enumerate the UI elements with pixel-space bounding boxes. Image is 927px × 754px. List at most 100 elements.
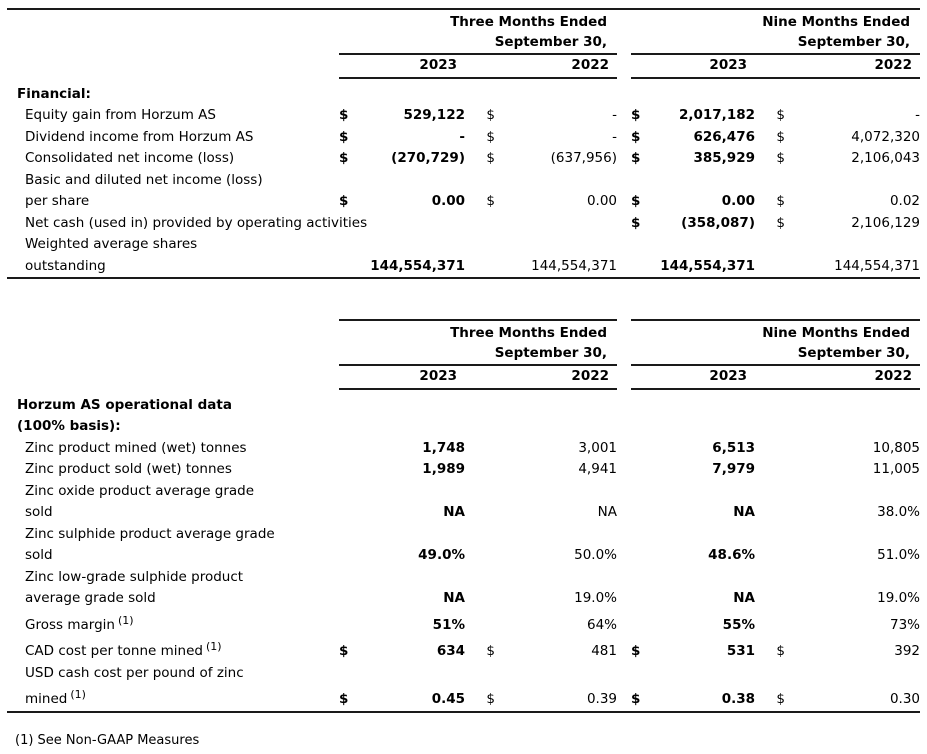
value-cell: 10,805 — [872, 439, 921, 456]
spacer-cell — [7, 365, 339, 389]
row-gross-margin: Gross margin (1) 51% 64% 55% 73% — [7, 610, 920, 637]
value-cell: 0.38 — [647, 662, 755, 713]
currency-symbol: $ — [339, 643, 349, 659]
column-gap — [617, 127, 631, 149]
value-cell: 38.0% — [877, 504, 921, 520]
header-group-row: Three Months Ended September 30, Nine Mo… — [7, 8, 921, 55]
row-eps: Basic and diluted net income (loss) per … — [7, 170, 920, 213]
value-cell: - — [915, 107, 921, 123]
col-year-9mo-2022: 2022 — [755, 54, 921, 79]
currency-symbol: $ — [631, 107, 641, 123]
row-label: Gross margin (1) — [7, 610, 339, 637]
currency-symbol — [339, 567, 355, 610]
column-gap — [617, 234, 631, 279]
value-cell: 0.45 — [355, 662, 465, 713]
col-year-3mo-2022: 2022 — [465, 54, 617, 79]
row-oxide-grade: Zinc oxide product average grade sold NA… — [7, 481, 920, 524]
currency-symbol: $ — [339, 193, 349, 209]
currency-symbol — [631, 459, 647, 481]
value-cell: 0.30 — [785, 662, 921, 713]
currency-symbol — [465, 459, 495, 481]
row-label: Equity gain from Horzum AS — [25, 107, 216, 123]
currency-symbol: $ — [776, 128, 785, 145]
currency-symbol — [631, 481, 647, 524]
row-zinc-sold: Zinc product sold (wet) tonnes 1,989 4,9… — [7, 459, 920, 481]
currency-symbol — [631, 567, 647, 610]
column-gap — [617, 170, 631, 213]
currency-symbol — [339, 438, 355, 460]
currency-symbol — [631, 438, 647, 460]
value-cell: 51.0% — [877, 547, 921, 563]
currency-symbol: $ — [465, 662, 495, 713]
currency-symbol: $ — [631, 128, 641, 145]
col-group-three-months: Three Months Ended September 30, — [339, 8, 617, 55]
header-year-row: 2023 2022 2023 2022 — [7, 54, 921, 79]
row-label: Weighted average shares outstanding — [7, 234, 339, 279]
row-label: USD cash cost per pound of zinc mined (1) — [7, 662, 339, 713]
currency-symbol: $ — [486, 193, 495, 209]
row-label: Zinc product sold (wet) tonnes — [25, 461, 232, 477]
financial-table: Three Months Ended September 30, Nine Mo… — [7, 8, 921, 279]
value-cell: 392 — [894, 643, 921, 659]
column-gap — [617, 105, 631, 127]
currency-symbol: $ — [755, 662, 785, 713]
row-lowgrade-sulphide: Zinc low-grade sulphide product average … — [7, 567, 920, 610]
currency-symbol: $ — [631, 662, 647, 713]
currency-symbol: $ — [339, 107, 349, 123]
col-group-three-months: Three Months Ended September 30, — [339, 319, 617, 366]
value-cell: NA — [733, 504, 755, 520]
currency-symbol: $ — [486, 107, 495, 123]
value-cell: 19.0% — [877, 590, 921, 606]
value-cell: (270,729) — [391, 150, 465, 166]
col-year-3mo-2023: 2023 — [339, 54, 465, 79]
currency-symbol: $ — [631, 150, 641, 166]
row-label: Zinc product mined (wet) tonnes — [25, 439, 247, 456]
currency-symbol: $ — [339, 150, 349, 166]
currency-symbol — [631, 610, 647, 637]
currency-symbol — [339, 234, 355, 279]
section-row: Horzum AS operational data (100% basis): — [7, 389, 920, 438]
value-cell: NA — [733, 590, 755, 606]
header-group-row: Three Months Ended September 30, Nine Mo… — [7, 319, 921, 366]
value-cell: 144,554,371 — [785, 234, 921, 279]
row-label-text: CAD cost per tonne mined — [25, 643, 203, 659]
currency-symbol — [755, 438, 785, 460]
row-sulphide-grade: Zinc sulphide product average grade sold… — [7, 524, 920, 567]
section-row: Financial: — [7, 78, 920, 106]
value-cell: 626,476 — [693, 128, 756, 145]
row-cad-cost: CAD cost per tonne mined (1) $ 634 $ 481 … — [7, 636, 920, 663]
value-cell: 2,106,043 — [851, 150, 921, 166]
col-year-3mo-2023: 2023 — [339, 365, 465, 390]
row-label-text: USD cash cost per pound of zinc mined — [25, 664, 244, 708]
footnote-marker: (1) — [205, 640, 222, 653]
column-gap — [617, 8, 631, 54]
value-cell: 49.0% — [418, 547, 465, 563]
value-cell: NA — [597, 504, 617, 520]
value-cell: 385,929 — [693, 150, 756, 166]
value-cell: 64% — [586, 616, 617, 633]
value-cell: 19.0% — [574, 590, 617, 606]
currency-symbol — [631, 524, 647, 567]
value-cell: 1,748 — [422, 439, 465, 456]
column-gap — [617, 662, 631, 713]
col-year-9mo-2023: 2023 — [631, 365, 755, 390]
column-gap — [617, 567, 631, 610]
value-cell: 481 — [591, 643, 617, 659]
currency-symbol: $ — [776, 150, 785, 166]
value-cell: 48.6% — [708, 547, 755, 563]
value-cell: 144,554,371 — [495, 234, 617, 279]
row-label-text: Gross margin — [25, 616, 115, 633]
section-title: Horzum AS operational data (100% basis): — [17, 396, 232, 435]
spacer-cell — [7, 8, 339, 54]
spacer-cell — [7, 54, 339, 78]
value-cell: 144,554,371 — [647, 234, 755, 279]
row-zinc-mined: Zinc product mined (wet) tonnes 1,748 3,… — [7, 438, 920, 460]
row-weighted-shares: Weighted average shares outstanding 144,… — [7, 234, 921, 279]
currency-symbol — [755, 567, 785, 610]
value-cell: 2,017,182 — [678, 107, 755, 123]
currency-symbol — [465, 481, 495, 524]
value-cell: 531 — [726, 643, 755, 659]
row-label: Zinc sulphide product average grade sold — [25, 525, 275, 564]
currency-symbol: $ — [339, 662, 355, 713]
row-dividend-income: Dividend income from Horzum AS $ - $ - $… — [7, 127, 920, 149]
